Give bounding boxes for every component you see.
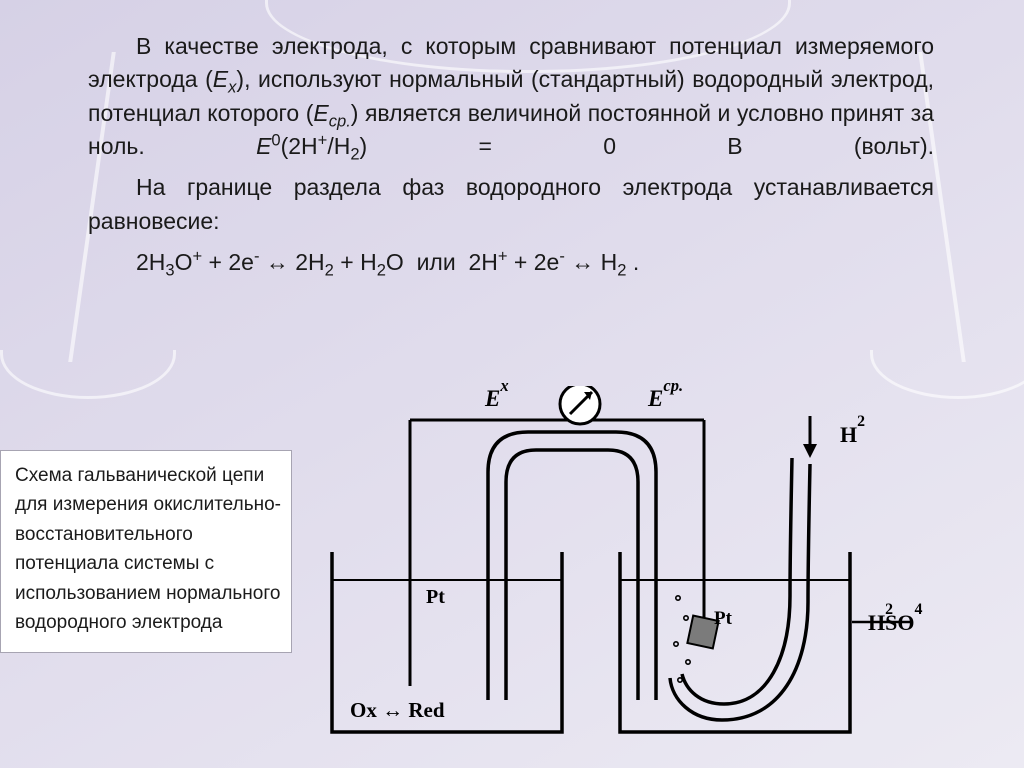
diagram-caption: Схема гальванической цепи для измерения … <box>0 450 292 653</box>
label-h2: H2 <box>840 422 857 448</box>
paragraph-2: На границе раздела фаз водородного элект… <box>88 171 934 238</box>
body-text-block: В качестве электрода, с которым сравнива… <box>88 30 934 287</box>
paragraph-1: В качестве электрода, с которым сравнива… <box>88 30 934 163</box>
slide-background: В качестве электрода, с которым сравнива… <box>0 0 1024 768</box>
watermark-scale-pan-left <box>0 350 176 399</box>
label-pt-right: Pt <box>714 608 732 630</box>
galvanic-cell-diagram: Ex Ecp. H2 Pt Pt H2SO4 Ox ↔ Red <box>320 386 980 746</box>
diagram-svg <box>320 386 980 746</box>
label-h2so4: H2SO4 <box>868 610 914 636</box>
equation-line: 2H3O+ + 2e- ↔ 2H2 + H2O или 2H+ + 2e- ↔ … <box>88 246 934 279</box>
label-ox-red: Ox ↔ Red <box>350 698 445 723</box>
label-pt-left: Pt <box>426 586 445 609</box>
